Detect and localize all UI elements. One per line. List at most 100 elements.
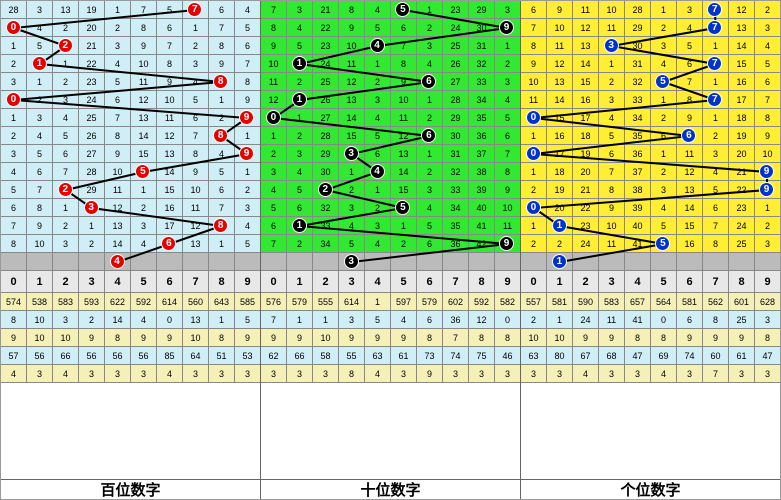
stat-cell: 8 xyxy=(339,365,365,382)
stat-cell: 55 xyxy=(339,347,365,364)
stat-cell: 68 xyxy=(599,347,625,364)
data-cell: 41 xyxy=(625,235,651,252)
data-cell: 2 xyxy=(131,199,157,216)
data-cell: 5 xyxy=(261,199,287,216)
data-cell: 6 xyxy=(677,55,703,72)
data-cell: 33 xyxy=(625,91,651,108)
data-cell: 1 xyxy=(417,91,443,108)
data-cell: 11 xyxy=(599,19,625,36)
data-cell: 9 xyxy=(599,199,625,216)
data-cell: 8 xyxy=(755,109,780,126)
stat-cell: 66 xyxy=(53,347,79,364)
data-cell: 9 xyxy=(27,217,53,234)
data-cell: 26 xyxy=(313,91,339,108)
data-cell: 3 xyxy=(53,235,79,252)
stat-cell: 47 xyxy=(755,347,780,364)
data-cell: 9 xyxy=(131,37,157,54)
stat-cell: 3 xyxy=(131,365,157,382)
data-cell: 16 xyxy=(729,73,755,90)
data-cell: 5 xyxy=(1,181,27,198)
data-cell: 6 xyxy=(1,199,27,216)
data-cell: 22 xyxy=(313,19,339,36)
stat-cell: 4 xyxy=(157,365,183,382)
data-cell: 6 xyxy=(27,163,53,180)
data-cell: 34 xyxy=(313,235,339,252)
stat-cell: 3 xyxy=(521,365,547,382)
data-cell: 24 xyxy=(79,91,105,108)
stat-row: 8103214401315 xyxy=(1,311,260,329)
stat-cell: 557 xyxy=(521,293,547,310)
data-cell: 2 xyxy=(417,163,443,180)
stat-cell: 657 xyxy=(625,293,651,310)
stat-cell: 85 xyxy=(157,347,183,364)
data-cell: 1 xyxy=(703,73,729,90)
data-cell: 6 xyxy=(235,37,260,54)
data-cell: 14 xyxy=(729,37,755,54)
data-cell: 11 xyxy=(391,109,417,126)
header-cell: 5 xyxy=(391,271,417,292)
data-cell: 1 xyxy=(417,1,443,18)
data-cell: 11 xyxy=(339,55,365,72)
stat-cell: 9 xyxy=(365,329,391,346)
panel-title: 十位数字 xyxy=(261,479,520,499)
data-cell: 1 xyxy=(391,217,417,234)
data-cell: 12 xyxy=(105,199,131,216)
data-cell: 27 xyxy=(443,73,469,90)
stat-cell: 9 xyxy=(417,365,443,382)
data-cell: 12 xyxy=(677,163,703,180)
data-cell: 6 xyxy=(261,217,287,234)
data-cell: 3 xyxy=(287,1,313,18)
stat-cell: 10 xyxy=(27,329,53,346)
data-cell: 32 xyxy=(625,73,651,90)
header-cell: 4 xyxy=(365,271,391,292)
data-cell: 6 xyxy=(209,181,235,198)
ball-marker: 3 xyxy=(344,146,359,161)
data-cell: 2 xyxy=(209,109,235,126)
stat-cell: 3 xyxy=(261,365,287,382)
gray-cell xyxy=(235,253,260,270)
data-cell: 9 xyxy=(547,1,573,18)
data-cell: 5 xyxy=(209,163,235,180)
stat-cell: 8 xyxy=(417,329,443,346)
data-cell: 7 xyxy=(105,109,131,126)
gray-cell xyxy=(599,253,625,270)
data-cell: 36 xyxy=(469,127,495,144)
data-cell: 28 xyxy=(79,163,105,180)
header-cell: 1 xyxy=(547,271,573,292)
stat-cell: 3 xyxy=(625,365,651,382)
stat-cell: 61 xyxy=(391,347,417,364)
data-cell: 20 xyxy=(573,163,599,180)
data-cell: 1 xyxy=(703,109,729,126)
data-cell: 4 xyxy=(365,235,391,252)
stat-cell: 579 xyxy=(287,293,313,310)
stat-cell: 583 xyxy=(53,293,79,310)
data-cell: 2 xyxy=(755,217,780,234)
data-cell: 2 xyxy=(365,199,391,216)
gray-cell xyxy=(27,253,53,270)
stat-cell: 24 xyxy=(573,311,599,328)
data-cell: 9 xyxy=(391,73,417,90)
data-row: 7321845123293 xyxy=(261,1,520,19)
stat-cell: 63 xyxy=(521,347,547,364)
data-cell: 1 xyxy=(599,55,625,72)
stat-cell: 7 xyxy=(443,329,469,346)
data-cell: 9 xyxy=(521,55,547,72)
stat-cell: 9 xyxy=(131,329,157,346)
data-cell: 12 xyxy=(183,217,209,234)
data-cell: 10 xyxy=(391,91,417,108)
data-cell: 4 xyxy=(287,163,313,180)
ball-marker-extra: 4 xyxy=(110,254,125,269)
header-cell: 0 xyxy=(1,271,27,292)
data-row: 3562791513849 xyxy=(1,145,260,163)
stat-cell: 8 xyxy=(209,329,235,346)
data-cell: 8 xyxy=(703,235,729,252)
data-cell: 23 xyxy=(79,73,105,90)
stat-cell: 555 xyxy=(313,293,339,310)
data-cell: 7 xyxy=(131,1,157,18)
stat-cell: 1 xyxy=(287,311,313,328)
data-cell: 19 xyxy=(729,127,755,144)
data-row: 101315232571166 xyxy=(521,73,780,91)
gray-cell xyxy=(677,253,703,270)
data-cell: 19 xyxy=(79,1,105,18)
data-row: 0232461210519 xyxy=(1,91,260,109)
